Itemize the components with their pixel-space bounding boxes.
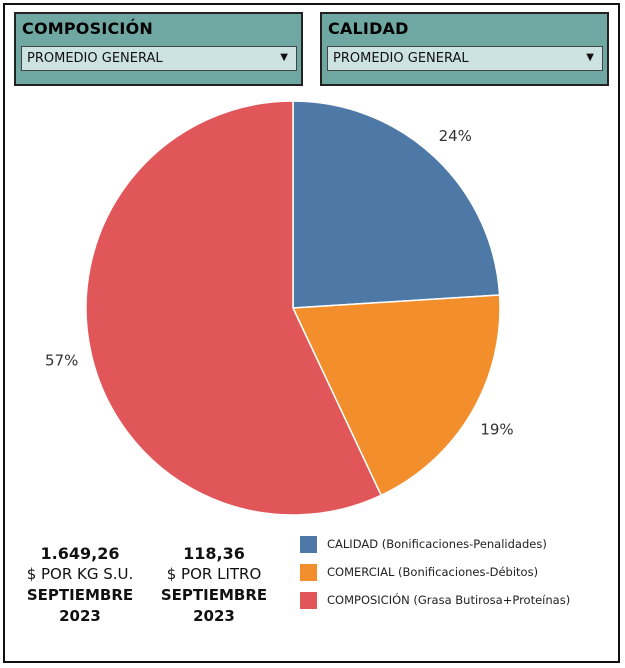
kpi-litro-year: 2023 — [193, 607, 235, 625]
legend-swatch-1 — [300, 564, 317, 581]
pie-slice-0[interactable] — [292, 100, 501, 309]
pie-slice-2[interactable] — [85, 100, 383, 516]
composicion-dropdown[interactable]: PROMEDIO GENERAL ▼ — [21, 46, 297, 71]
calidad-filter: CALIDAD PROMEDIO GENERAL ▼ — [320, 12, 609, 86]
calidad-filter-title: CALIDAD — [328, 19, 409, 38]
legend-label-1: COMERCIAL (Bonificaciones-Débitos) — [327, 565, 539, 579]
pie-slice-label-0: 24% — [439, 127, 472, 145]
kpi-kg-month: SEPTIEMBRE — [26, 586, 134, 604]
kpi-kg-unit: $ POR KG S.U. — [26, 565, 134, 583]
pie-chart: 24% 19% 57% — [45, 100, 514, 516]
kpi-litro: 118,36 $ POR LITRO SEPTIEMBRE 2023 — [149, 543, 279, 627]
calidad-dropdown-value: PROMEDIO GENERAL — [333, 51, 469, 66]
composicion-filter: COMPOSICIÓN PROMEDIO GENERAL ▼ — [14, 12, 303, 86]
kpi-kg: 1.649,26 $ POR KG S.U. SEPTIEMBRE 2023 — [15, 543, 145, 627]
legend-label-0: CALIDAD (Bonificaciones-Penalidades) — [327, 537, 547, 551]
chevron-down-icon: ▼ — [586, 52, 594, 63]
composicion-dropdown-value: PROMEDIO GENERAL — [27, 51, 163, 66]
kpi-kg-year: 2023 — [59, 607, 101, 625]
pie-slice-label-1: 19% — [480, 421, 513, 439]
kpi-litro-value: 118,36 — [183, 544, 245, 563]
kpi-litro-unit: $ POR LITRO — [166, 565, 262, 583]
calidad-dropdown[interactable]: PROMEDIO GENERAL ▼ — [327, 46, 603, 71]
legend-label-2: COMPOSICIÓN (Grasa Butirosa+Proteínas) — [327, 593, 571, 607]
pie-slice-1[interactable] — [291, 294, 501, 497]
chevron-down-icon: ▼ — [280, 52, 288, 63]
legend-swatch-0 — [300, 536, 317, 553]
kpi-kg-value: 1.649,26 — [40, 544, 120, 563]
kpi-litro-month: SEPTIEMBRE — [160, 586, 268, 604]
legend-swatch-2 — [300, 592, 317, 609]
composicion-filter-title: COMPOSICIÓN — [22, 19, 153, 38]
dashboard-frame: COMPOSICIÓN PROMEDIO GENERAL ▼ CALIDAD P… — [3, 3, 620, 663]
pie-slice-label-2: 57% — [45, 352, 78, 370]
